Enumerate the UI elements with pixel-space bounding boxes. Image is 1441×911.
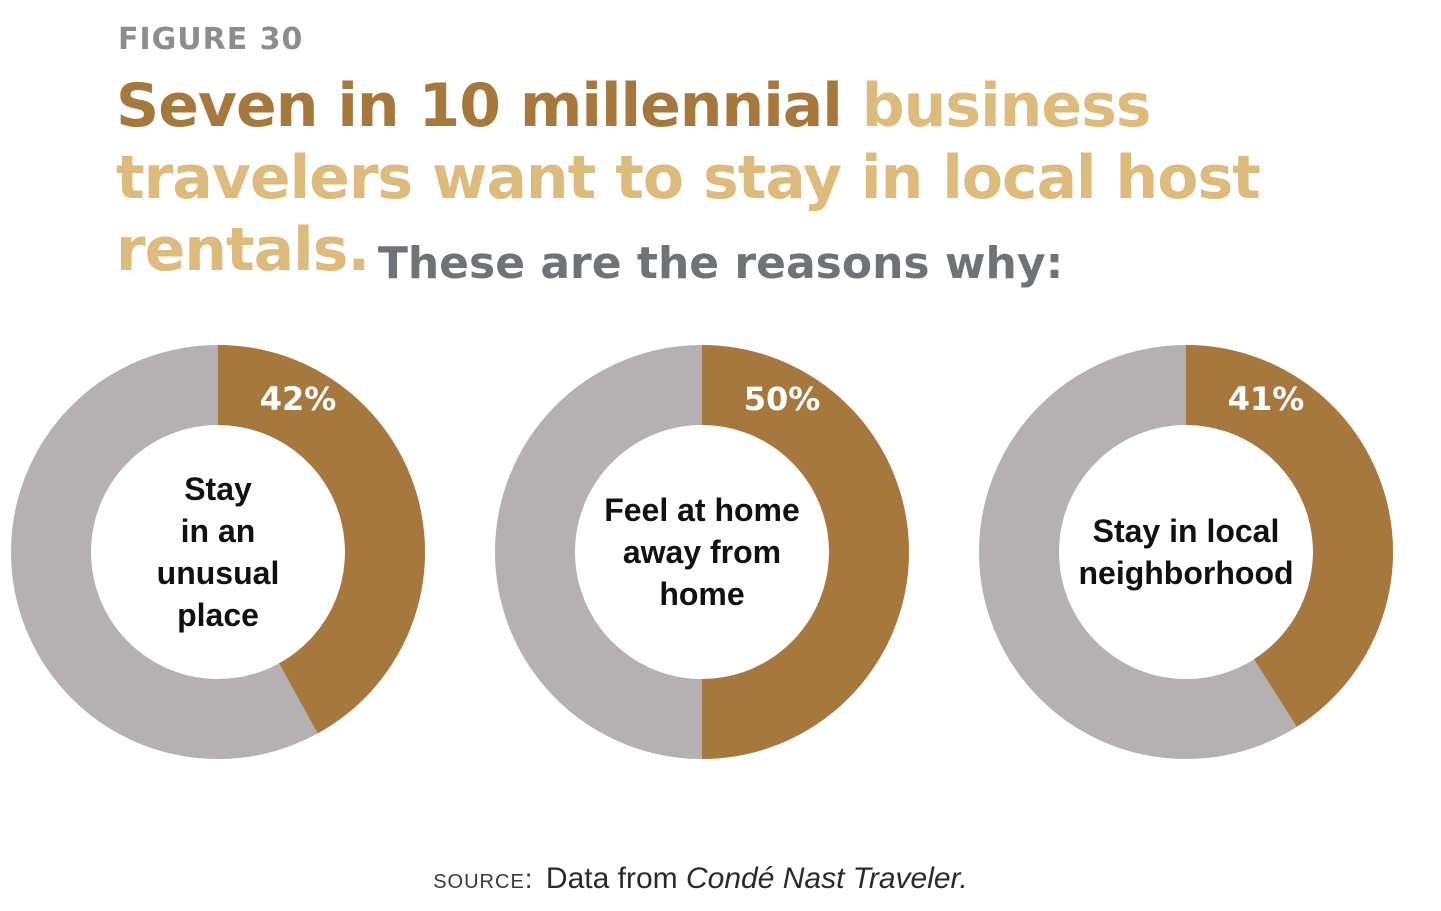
- donut-center-label: Stay in local neighborhood: [1078, 513, 1294, 591]
- donut-svg: 50%: [495, 345, 909, 759]
- title-dark-part: Seven in 10 millennial: [116, 71, 843, 141]
- donut-value-slice: [218, 345, 426, 734]
- source-note: SOURCE: Data from Condé Nast Traveler.: [0, 862, 1421, 896]
- donut-chart-2: 50% Feel at home away from home: [492, 342, 912, 762]
- donut-value-slice: [1186, 345, 1393, 727]
- chart-title: Seven in 10 millennial business traveler…: [116, 70, 1436, 286]
- donut-value-label: 50%: [744, 380, 821, 418]
- donut-svg: 42%: [11, 345, 426, 759]
- figure-label: FIGURE 30: [118, 22, 304, 57]
- source-publication: Condé Nast Traveler.: [685, 862, 968, 895]
- donut-center-label: Feel at home away from home: [604, 492, 800, 612]
- donut-svg: 41%: [979, 345, 1393, 759]
- donut-center-label: Stay in an unusual place: [156, 471, 280, 633]
- chart-subtitle: These are the reasons why:: [377, 238, 1064, 289]
- source-label: SOURCE:: [433, 863, 534, 894]
- donut-charts: 42% Stay in an unusual place 50% Feel at ho…: [0, 330, 1441, 780]
- donut-value-label: 41%: [1228, 380, 1305, 418]
- source-text: Data from: [545, 862, 678, 895]
- donut-chart-1: 42% Stay in an unusual place: [8, 342, 428, 762]
- title-light-part: business travelers want to stay in local…: [116, 71, 1261, 285]
- donut-value-slice: [702, 345, 909, 759]
- donut-value-label: 42%: [260, 380, 337, 418]
- donut-chart-3: 41% Stay in local neighborhood: [976, 342, 1396, 762]
